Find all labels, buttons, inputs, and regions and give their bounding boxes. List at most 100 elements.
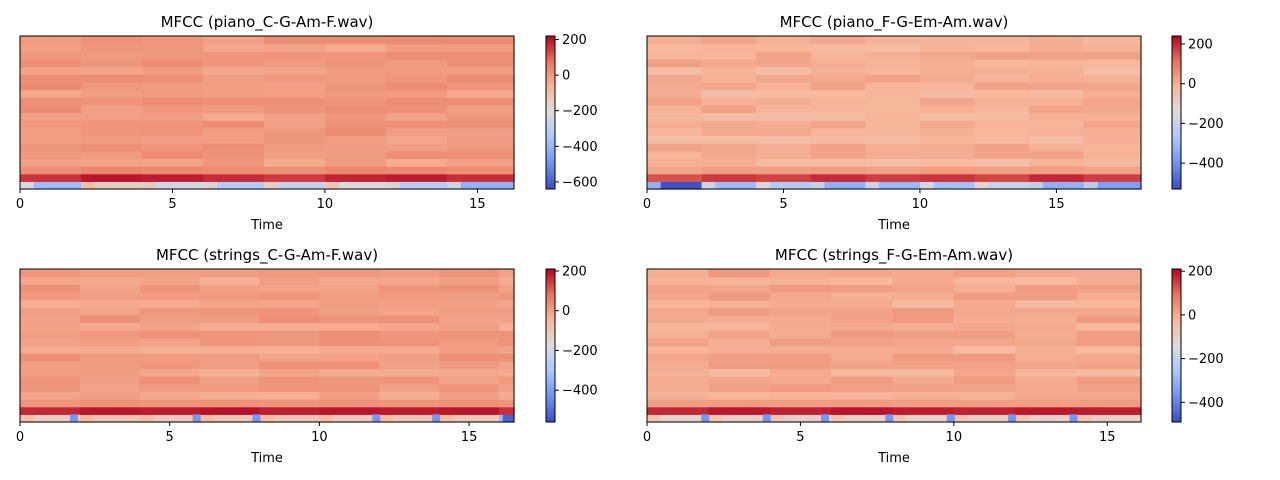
note-onset-mark xyxy=(69,414,78,422)
heatmap-cell xyxy=(831,299,894,308)
heatmap-cell xyxy=(647,97,703,106)
heatmap-cell xyxy=(647,383,709,392)
heatmap-cell xyxy=(953,391,1016,400)
heatmap-cell xyxy=(324,89,387,98)
heatmap-cell xyxy=(385,127,448,137)
heatmap-cell xyxy=(439,383,500,392)
note-onset-mark xyxy=(701,414,710,422)
heatmap-cell xyxy=(324,36,387,45)
heatmap-cell xyxy=(202,89,265,98)
heatmap-cell xyxy=(892,391,955,400)
heatmap-cell xyxy=(439,406,500,415)
heatmap-cell xyxy=(202,173,265,182)
heatmap-cell xyxy=(831,360,894,370)
heatmap-cell xyxy=(263,66,326,75)
heatmap-cell xyxy=(810,36,866,45)
heatmap-cell xyxy=(20,166,82,175)
heatmap-cell xyxy=(141,166,204,175)
heatmap-cell xyxy=(974,66,1030,75)
note-onset-mark xyxy=(946,414,955,422)
heatmap-cell xyxy=(1083,166,1142,175)
heatmap-cell xyxy=(141,112,204,121)
heatmap-cell xyxy=(810,74,866,83)
heatmap-cell xyxy=(701,97,757,106)
heatmap-cell xyxy=(141,127,204,137)
heatmap-cell xyxy=(892,299,955,308)
heatmap-cell xyxy=(756,58,812,68)
heatmap-cell xyxy=(953,399,1016,408)
heatmap-cell xyxy=(446,36,515,45)
heatmap-cell xyxy=(892,330,955,339)
heatmap-cell xyxy=(259,360,320,370)
heatmap-cell xyxy=(892,276,955,285)
heatmap-cell xyxy=(647,284,709,293)
heatmap-cell xyxy=(202,36,265,45)
heatmap-cell xyxy=(865,97,921,106)
heatmap-cell xyxy=(141,74,204,83)
heatmap-cell xyxy=(756,173,812,182)
heatmap-cell xyxy=(319,391,380,400)
heatmap-cell xyxy=(499,330,515,339)
heatmap-cell xyxy=(756,81,812,91)
heatmap-cell xyxy=(324,181,387,190)
heatmap-cell xyxy=(865,74,921,83)
heatmap-cell xyxy=(499,353,515,362)
heatmap-cell xyxy=(769,284,832,293)
heatmap-cell xyxy=(379,414,440,423)
note-onset-mark xyxy=(432,414,441,422)
heatmap-cell xyxy=(769,391,832,400)
heatmap-cell xyxy=(80,43,143,52)
heatmap-cell xyxy=(769,299,832,308)
heatmap-cell xyxy=(810,81,866,91)
colorbar xyxy=(1171,268,1182,423)
heatmap-cell xyxy=(892,322,955,331)
heatmap-cell xyxy=(499,276,515,285)
heatmap-cell-attack xyxy=(141,181,156,190)
heatmap-cell xyxy=(199,276,261,285)
heatmap-cell xyxy=(263,74,326,83)
heatmap-cell xyxy=(259,284,320,293)
heatmap-cell-attack xyxy=(1029,181,1043,190)
note-onset-mark xyxy=(762,414,771,422)
heatmap-cell xyxy=(647,330,709,339)
heatmap-cell xyxy=(919,181,976,190)
heatmap-cell xyxy=(499,368,515,377)
heatmap-cell xyxy=(446,150,515,159)
heatmap-cell xyxy=(865,150,921,159)
heatmap-cell xyxy=(953,414,1016,423)
heatmap-cell xyxy=(769,414,832,423)
heatmap-cell xyxy=(865,81,921,91)
x-tick-label: 15 xyxy=(1048,197,1065,212)
heatmap-cell xyxy=(647,269,709,278)
heatmap-cell xyxy=(1076,414,1142,423)
heatmap-cell-attack xyxy=(199,414,214,423)
heatmap-cell xyxy=(263,120,326,129)
heatmap-cell xyxy=(701,112,757,121)
heatmap-cell xyxy=(379,360,440,370)
heatmap-cell xyxy=(80,112,143,121)
heatmap-cell xyxy=(953,368,1016,377)
heatmap-cell xyxy=(974,150,1030,159)
heatmap-cell xyxy=(20,284,81,293)
heatmap-cell xyxy=(263,81,326,91)
heatmap-cell xyxy=(439,284,500,293)
colorbar-tick-label: −400 xyxy=(1188,396,1224,411)
heatmap-cell xyxy=(1083,89,1142,98)
heatmap-cell xyxy=(1015,314,1078,324)
heatmap-cell xyxy=(379,376,440,385)
heatmap-cell xyxy=(1015,276,1078,285)
heatmap-cell xyxy=(385,66,448,75)
heatmap-cell xyxy=(141,43,204,52)
heatmap-cell xyxy=(919,127,976,137)
heatmap-cell xyxy=(1083,43,1142,52)
heatmap-cell xyxy=(1076,307,1142,316)
heatmap-cell xyxy=(80,97,143,106)
heatmap-cell xyxy=(810,181,866,190)
heatmap-cell xyxy=(953,276,1016,285)
heatmap-cell-attack xyxy=(259,414,274,423)
heatmap-cell xyxy=(79,360,141,370)
heatmap-cell xyxy=(831,314,894,324)
heatmap-cell xyxy=(263,112,326,121)
heatmap-cell xyxy=(20,291,81,301)
x-axis-label: Time xyxy=(877,451,910,466)
